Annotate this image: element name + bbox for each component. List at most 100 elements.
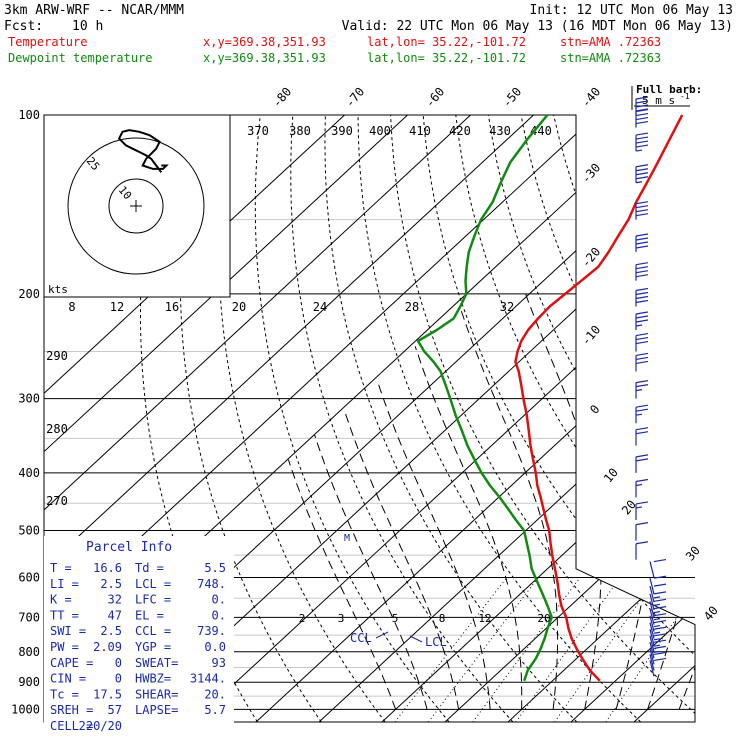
forecast-label: Fcst: xyxy=(4,19,43,34)
wind-barb-flag xyxy=(635,404,649,408)
temperature-tick--70: -70 xyxy=(343,85,368,111)
wind-barb-half xyxy=(653,603,661,606)
wind-barb-flag xyxy=(635,287,649,292)
wind-barb-half xyxy=(635,149,643,152)
mixing-ratio-8 xyxy=(515,577,621,722)
pressure-tick-200: 200 xyxy=(18,287,40,301)
wind-barb-flag xyxy=(635,541,649,545)
wind-barb-flag xyxy=(653,657,667,661)
theta-e-label-410: 410 xyxy=(409,124,431,138)
parcel-row-label2-4: CCL = xyxy=(135,624,171,638)
parcel-row-label-4: SWI = xyxy=(50,624,86,638)
wind-barb-860 xyxy=(649,651,667,671)
mixing-ratio-lines xyxy=(394,577,695,722)
dry-adiabat-280 xyxy=(290,115,514,722)
wind-barb-flag xyxy=(635,356,649,360)
wind-barb-flag xyxy=(635,172,649,176)
sounding-series xyxy=(416,114,684,682)
temperature-tick-40: 40 xyxy=(701,603,721,623)
dry-adiabat-390 xyxy=(651,115,695,722)
wind-barb-100 xyxy=(635,96,649,115)
mixing-ratio-upper-28: 28 xyxy=(405,300,419,314)
parcel-row-label2-2: LFC = xyxy=(135,593,171,607)
wind-barb-flag xyxy=(635,431,649,435)
wind-barb-flag xyxy=(635,458,649,462)
wind-barb-flag xyxy=(653,626,667,630)
hodograph-trace xyxy=(117,129,169,173)
parcel-row-label-10: CELL = xyxy=(50,719,93,733)
wind-barb-640 xyxy=(649,575,667,595)
temperature-tick-10: 10 xyxy=(601,465,621,485)
wind-barb-520 xyxy=(635,522,649,541)
legend-temperature-station: stn=AMA .72363 xyxy=(560,35,661,49)
wind-barb-flag xyxy=(635,266,649,270)
wind-barb-300 xyxy=(635,380,649,399)
dry-adiabat-270 xyxy=(254,115,450,722)
wind-barb-flag xyxy=(653,591,667,595)
wind-barb-flag xyxy=(635,408,649,412)
dry-adiabat-400 xyxy=(683,115,695,722)
mixing-ratio-lower-5: 5 xyxy=(392,612,399,625)
wind-barb-flag xyxy=(635,291,649,296)
moist-adiabat-10 xyxy=(414,346,523,710)
parcel-row-value-9: 57 xyxy=(108,703,122,717)
wind-barb-660 xyxy=(649,583,667,603)
parcel-row-label2-0: Td = xyxy=(135,561,164,575)
wind-barb-flag xyxy=(635,201,649,205)
wind-barb-flag xyxy=(635,478,649,483)
theta-e-label-370: 370 xyxy=(247,124,269,138)
dry-adiabat-250 xyxy=(179,115,322,722)
wind-barb-880 xyxy=(649,657,667,677)
wind-barb-half xyxy=(635,506,643,509)
wind-barb-flag xyxy=(635,380,649,384)
parcel-row-value-2: 32 xyxy=(108,593,122,607)
parcel-row-label2-1: LCL = xyxy=(135,577,171,591)
wind-barb-360 xyxy=(635,427,649,446)
wind-barb-700 xyxy=(649,598,667,618)
mixing-ratio-upper-20: 20 xyxy=(232,300,246,314)
wind-barb-half xyxy=(653,596,661,599)
wind-barb-staff xyxy=(649,585,655,603)
pressure-tick-1000: 1000 xyxy=(11,702,40,716)
isotherm-10 xyxy=(507,115,695,722)
wind-barbs xyxy=(635,96,667,677)
wind-barb-flag xyxy=(635,340,649,345)
parcel-row-label-2: K = xyxy=(50,593,72,607)
moist-adiabat-40 xyxy=(711,294,740,710)
mixing-ratio-upper-16: 16 xyxy=(165,300,179,314)
wind-barb-flag xyxy=(635,384,649,388)
forecast-hour: 10 h xyxy=(72,19,103,34)
barb-key-units: 5 m s xyxy=(642,94,675,107)
wind-barb-760 xyxy=(649,619,667,639)
parcel-row-value-6: 0 xyxy=(115,656,122,670)
pressure-tick-900: 900 xyxy=(18,675,40,689)
mixing-ratio-upper-8: 8 xyxy=(68,300,75,314)
wind-barb-flag xyxy=(653,598,667,602)
pressure-tick-400: 400 xyxy=(18,466,40,480)
wind-barb-flag xyxy=(635,104,649,108)
wind-barb-flag xyxy=(653,606,667,610)
parcel-row-value-3: 47 xyxy=(108,608,122,622)
temperature-line xyxy=(514,114,684,682)
wind-barb-130 xyxy=(635,164,649,184)
wind-barb-flag xyxy=(635,319,649,323)
wind-barb-staff xyxy=(649,578,655,595)
dry-adiabat-380 xyxy=(618,115,695,722)
temperature-tick--50: -50 xyxy=(500,85,525,111)
wind-barb-flag xyxy=(635,501,649,505)
parcel-row-value-7: 0 xyxy=(115,672,122,686)
parcel-row-label2-8: SHEAR= xyxy=(135,687,178,701)
mixing-ratio-lower-2: 2 xyxy=(299,612,306,625)
wind-barb-400 xyxy=(635,454,649,473)
moist-adiabat--5 xyxy=(314,434,428,710)
wind-barb-flag xyxy=(635,360,649,364)
wind-barb-half xyxy=(653,650,661,653)
moist-adiabat-35 xyxy=(678,293,695,710)
moist-adiabat-25 xyxy=(612,293,656,710)
wind-barb-staff xyxy=(649,608,655,625)
wind-barb-flag xyxy=(653,645,667,649)
dry-adiabat-300 xyxy=(357,115,642,722)
hodograph-ring-outer xyxy=(67,137,205,275)
wind-barb-flag xyxy=(635,168,649,172)
